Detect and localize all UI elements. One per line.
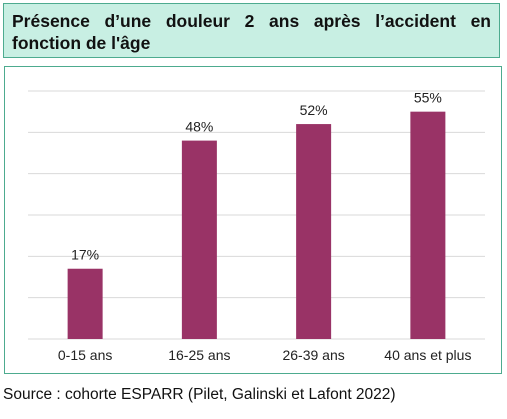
chart-frame: 17% 48% 52% 55% 0-15 ans 16-25 ans 26-39 ans 4… bbox=[4, 66, 502, 374]
data-labels: 17% 48% 52% 55% bbox=[71, 90, 442, 263]
bars bbox=[67, 111, 446, 339]
data-label-2: 52% bbox=[300, 102, 328, 118]
chart-title: Présence d’une douleur 2 ans après l’acc… bbox=[12, 11, 491, 53]
x-tick-label-0: 0-15 ans bbox=[58, 347, 112, 363]
x-tick-label-1: 16-25 ans bbox=[168, 347, 230, 363]
data-label-3: 55% bbox=[414, 90, 442, 106]
bar-chart: 17% 48% 52% 55% 0-15 ans 16-25 ans 26-39 ans 4… bbox=[28, 90, 485, 363]
bar-3 bbox=[410, 111, 446, 339]
data-label-0: 17% bbox=[71, 247, 99, 263]
title-box: Présence d’une douleur 2 ans après l’acc… bbox=[3, 3, 500, 58]
bar-1 bbox=[181, 140, 217, 339]
data-label-1: 48% bbox=[185, 119, 213, 135]
gridlines bbox=[28, 90, 485, 340]
x-tick-labels: 0-15 ans 16-25 ans 26-39 ans 40 ans et plus bbox=[58, 347, 472, 363]
source-note: Source : cohorte ESPARR (Pilet, Galinski… bbox=[3, 386, 396, 403]
bar-2 bbox=[296, 124, 332, 339]
x-tick-label-2: 26-39 ans bbox=[282, 347, 344, 363]
bar-0 bbox=[67, 268, 103, 339]
x-tick-label-3: 40 ans et plus bbox=[384, 347, 471, 363]
